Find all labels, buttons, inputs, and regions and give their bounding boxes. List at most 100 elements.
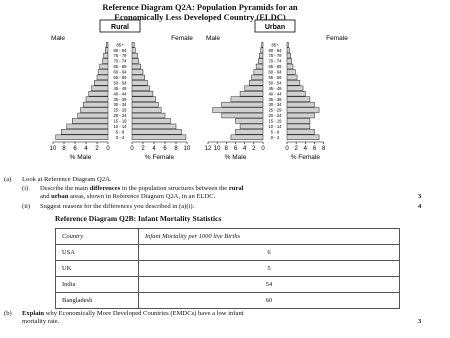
marks: 3 bbox=[418, 193, 422, 200]
age-label: 25 - 29 bbox=[268, 108, 282, 113]
table: Country Infant Mortality per 1000 live Bi… bbox=[55, 228, 400, 309]
bar bbox=[131, 47, 136, 53]
bar bbox=[286, 85, 304, 91]
tick-label: 10 bbox=[50, 146, 57, 152]
text: areas, shown in Reference Diagram Q2A, i… bbox=[68, 193, 216, 200]
tick-label: 6 bbox=[73, 146, 77, 152]
age-label: 15 - 19 bbox=[113, 119, 127, 124]
age-label: 35 - 39 bbox=[113, 97, 127, 102]
bar bbox=[230, 134, 264, 140]
age-label: 50 - 54 bbox=[113, 80, 127, 85]
bar bbox=[286, 47, 290, 53]
table-title: Reference Diagram Q2B: Infant Mortality … bbox=[55, 214, 222, 223]
age-label: 40 - 44 bbox=[268, 91, 282, 96]
bar bbox=[102, 58, 109, 64]
tick-label: 4 bbox=[152, 146, 156, 152]
bar bbox=[80, 107, 109, 113]
side-label: Male bbox=[206, 35, 220, 42]
tick-label: 2 bbox=[252, 146, 256, 152]
title-box bbox=[99, 19, 141, 33]
age-label: 0 - 4 bbox=[116, 135, 125, 140]
pyramid-title: Rural bbox=[111, 24, 129, 31]
bar bbox=[61, 129, 109, 135]
bar bbox=[97, 69, 109, 75]
bar bbox=[131, 123, 177, 130]
cell: UK bbox=[55, 260, 139, 277]
q-text: Suggest reasons for the differences you … bbox=[40, 203, 194, 211]
q-text: Explain why Economically More Developed … bbox=[22, 310, 402, 326]
bar bbox=[286, 118, 311, 124]
bar bbox=[286, 96, 311, 102]
bar bbox=[212, 107, 264, 113]
bar bbox=[55, 134, 109, 140]
age-label: 80 - 84 bbox=[113, 48, 127, 53]
header-cell: Country bbox=[55, 228, 139, 245]
tick-label: 6 bbox=[313, 146, 317, 152]
bar bbox=[221, 112, 264, 119]
q-label: (i) bbox=[22, 185, 29, 192]
bar bbox=[99, 63, 109, 70]
age-label: 70 - 74 bbox=[268, 59, 282, 64]
bar bbox=[96, 74, 109, 81]
age-label: 70 - 74 bbox=[113, 59, 127, 64]
q-label: (b) bbox=[4, 310, 12, 317]
bar bbox=[94, 80, 109, 86]
age-label: 55 - 59 bbox=[268, 75, 282, 80]
tick-label: 2 bbox=[95, 146, 99, 152]
age-label: 5 - 9 bbox=[116, 129, 125, 134]
marks: 3 bbox=[418, 318, 422, 325]
cell: 5 bbox=[138, 260, 400, 277]
bar bbox=[235, 118, 264, 124]
bar bbox=[103, 52, 109, 59]
tick-label: 2 bbox=[141, 146, 145, 152]
bar bbox=[230, 96, 264, 102]
bar bbox=[286, 42, 289, 48]
tick-label: 4 bbox=[304, 146, 308, 152]
bar bbox=[286, 112, 315, 119]
age-label: 30 - 34 bbox=[268, 102, 282, 107]
tick-label: 8 bbox=[225, 146, 229, 152]
text: Describe the main bbox=[40, 185, 90, 192]
age-label: 80 - 84 bbox=[268, 48, 282, 53]
text: urban bbox=[51, 193, 69, 200]
cell: 6 bbox=[138, 244, 400, 261]
age-label: 25 - 29 bbox=[113, 108, 127, 113]
bar bbox=[131, 134, 187, 140]
age-label: 65 - 69 bbox=[268, 64, 282, 69]
q-label: (ii) bbox=[22, 203, 31, 210]
bar bbox=[131, 58, 139, 64]
tick-label: 8 bbox=[62, 146, 66, 152]
marks: 4 bbox=[418, 203, 422, 210]
age-label: 50 - 54 bbox=[268, 80, 282, 85]
pyramid-title: Urban bbox=[265, 24, 285, 31]
bar bbox=[239, 91, 264, 97]
bar bbox=[66, 123, 109, 130]
tick-label: 2 bbox=[294, 146, 298, 152]
age-label: 60 - 64 bbox=[268, 70, 282, 75]
bar bbox=[131, 80, 148, 86]
q-text: Look at Reference Diagram Q2A. bbox=[22, 176, 112, 184]
bar bbox=[88, 91, 109, 97]
cell: 54 bbox=[138, 276, 400, 293]
age-label: 20 - 24 bbox=[113, 113, 127, 118]
bar bbox=[131, 63, 142, 70]
cell: USA bbox=[55, 244, 139, 261]
bar bbox=[105, 47, 109, 53]
bar bbox=[131, 52, 138, 59]
bar bbox=[106, 42, 109, 48]
age-label: 85+ bbox=[271, 42, 279, 47]
cell: 60 bbox=[138, 292, 400, 309]
title-box bbox=[254, 19, 296, 33]
bar bbox=[286, 101, 315, 108]
header-cell: Infant Mortality per 1000 live Births bbox=[138, 228, 400, 245]
bar bbox=[131, 107, 162, 113]
age-label: 40 - 44 bbox=[113, 91, 127, 96]
bar bbox=[77, 112, 109, 119]
text: in the population structures between the bbox=[120, 185, 229, 192]
text: Suggest reasons for the differences you … bbox=[40, 203, 195, 210]
age-label: 30 - 34 bbox=[113, 102, 127, 107]
age-label: 60 - 64 bbox=[113, 70, 127, 75]
text: why Economically More Developed Countrie… bbox=[22, 310, 244, 325]
